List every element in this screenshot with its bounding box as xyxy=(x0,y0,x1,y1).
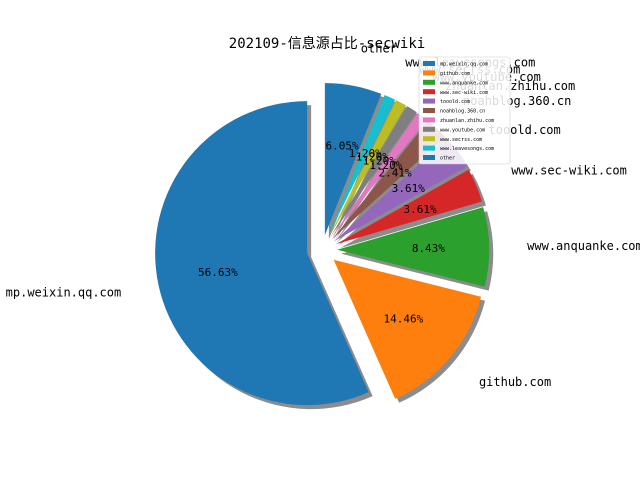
legend-label-zhuanlan-zhihu-com: zhuanlan.zhihu.com xyxy=(440,118,494,124)
slice-www-anquanke-com xyxy=(337,207,490,287)
slice-label-other: other xyxy=(361,41,397,55)
slice-noahblog-360-cn xyxy=(332,120,445,239)
percent-label-mp-weixin-qq-com: 56.63% xyxy=(198,266,238,279)
chart-title: 202109-信息源占比-secwiki xyxy=(229,35,425,52)
percent-label-www-anquanke-com: 8.43% xyxy=(412,242,445,255)
legend-label-www-leavesongs-com: www.leavesongs.com xyxy=(440,146,494,152)
legend-label-other: other xyxy=(440,156,455,162)
slice-www-sec-wiki-com xyxy=(336,169,482,245)
legend-label-noahblog-360-cn: noahblog.360.cn xyxy=(440,109,485,115)
legend-swatch-www-secrss-com xyxy=(423,136,435,142)
slice-label-github-com: github.com xyxy=(479,375,551,389)
percent-label-zhuanlan-zhihu-com: 1.20% xyxy=(369,159,402,172)
slice-www-leavesongs-com xyxy=(328,94,396,237)
legend-label-www-anquanke-com: www.anquanke.com xyxy=(440,80,488,86)
percent-label-www-secrss-com: 1.20% xyxy=(356,150,389,163)
legend-swatch-www-leavesongs-com xyxy=(423,145,435,151)
slice-tooold-com xyxy=(334,138,467,242)
slice-other xyxy=(324,83,382,236)
percent-label-noahblog-360-cn: 2.41% xyxy=(379,167,412,180)
legend-swatch-www-anquanke-com xyxy=(423,79,435,85)
percent-label-github-com: 14.46% xyxy=(384,313,424,326)
legend-label-tooold-com: tooold.com xyxy=(440,99,470,105)
legend-frame xyxy=(418,56,511,165)
legend-label-github-com: github.com xyxy=(440,71,470,77)
slice-mp-weixin-qq-com xyxy=(155,101,369,406)
percent-label-www-leavesongs-com: 1.20% xyxy=(349,147,382,160)
percent-label-www-sec-wiki-com: 3.61% xyxy=(404,203,437,216)
legend-swatch-zhuanlan-zhihu-com xyxy=(423,117,435,123)
slice-label-www-sec-wiki-com: www.sec-wiki.com xyxy=(511,164,627,178)
percent-label-www-youtube-com: 1.20% xyxy=(363,154,396,167)
slice-www-youtube-com xyxy=(330,106,417,238)
legend-swatch-github-com xyxy=(423,70,435,76)
slice-github-com xyxy=(333,259,482,399)
legend-swatch-www-youtube-com xyxy=(423,126,435,132)
legend-label-www-youtube-com: www.youtube.com xyxy=(440,127,485,133)
legend-swatch-mp-weixin-qq-com xyxy=(423,61,435,66)
pie-slices xyxy=(155,83,490,406)
slice-www-secrss-com xyxy=(329,100,407,237)
slice-label-mp-weixin-qq-com: mp.weixin.qq.com xyxy=(6,285,122,299)
legend-label-mp-weixin-qq-com: mp.weixin.qq.com xyxy=(440,62,488,68)
percent-labels: 56.63%14.46%8.43%3.61%3.61%2.41%1.20%1.2… xyxy=(198,140,445,326)
legend-swatch-tooold-com xyxy=(423,98,435,104)
percent-label-other: 6.05% xyxy=(326,140,359,153)
legend-swatch-www-sec-wiki-com xyxy=(423,89,435,95)
slice-label-www-anquanke-com: www.anquanke.com xyxy=(527,239,640,253)
legend-swatch-other xyxy=(423,155,435,160)
legend-entries: mp.weixin.qq.com github.com www.anquanke.c… xyxy=(423,61,494,162)
legend-label-www-sec-wiki-com: www.sec-wiki.com xyxy=(440,90,488,96)
legend-swatch-noahblog-360-cn xyxy=(423,108,435,113)
slice-zhuanlan-zhihu-com xyxy=(331,112,427,238)
percent-label-tooold-com: 3.61% xyxy=(392,182,425,195)
legend-label-www-secrss-com: www.secrss.com xyxy=(440,137,482,143)
legend: mp.weixin.qq.com github.com www.anquanke.c… xyxy=(418,56,511,165)
